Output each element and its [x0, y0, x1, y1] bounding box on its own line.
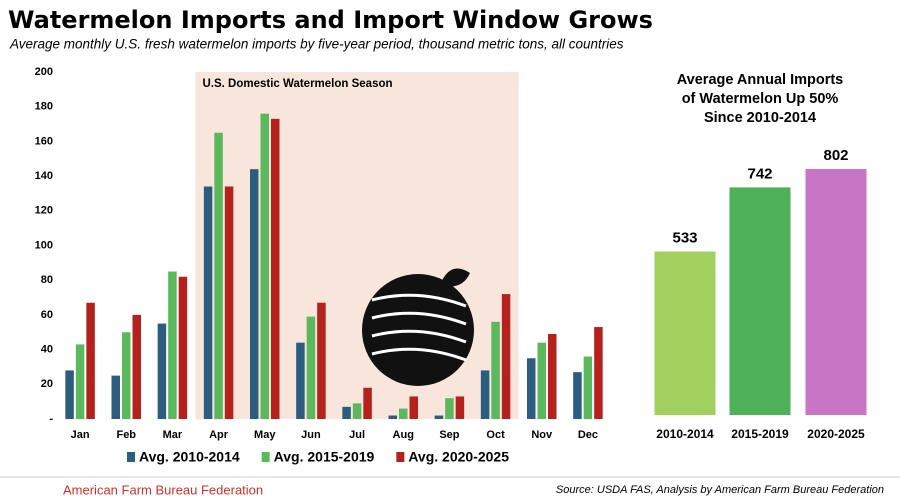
- legend-swatch: [127, 452, 135, 462]
- bar: [214, 132, 223, 419]
- icon-stripe: [371, 347, 467, 362]
- panel-title: of Watermelon Up 50%: [682, 91, 839, 107]
- bar: [132, 314, 141, 419]
- bar: [111, 375, 120, 419]
- y-tick-label: 80: [41, 274, 53, 286]
- legend-label: Avg. 2010-2014: [139, 449, 240, 465]
- y-tick-label: 40: [41, 344, 53, 356]
- x-tick-label: Sep: [439, 429, 459, 441]
- bar: [537, 342, 546, 419]
- bar: [480, 370, 490, 419]
- x-tick-label: 2010-2014: [656, 427, 714, 441]
- x-tick-label: Feb: [116, 429, 136, 441]
- bar: [548, 333, 557, 419]
- y-tick-label: -: [49, 413, 53, 425]
- bar: [168, 271, 177, 419]
- icon-leaf: [440, 268, 470, 287]
- x-tick-label: Dec: [578, 429, 598, 441]
- bar: [317, 302, 326, 419]
- bar: [729, 187, 791, 415]
- organization: American Farm Bureau Federation: [63, 482, 263, 497]
- bar: [805, 169, 867, 415]
- bar: [409, 396, 418, 419]
- bar: [573, 372, 582, 419]
- y-tick-label: 120: [35, 205, 53, 217]
- season-label: U.S. Domestic Watermelon Season: [203, 78, 393, 90]
- icon-stripe: [371, 293, 467, 308]
- bar: [65, 370, 74, 419]
- x-tick-label: 2015-2019: [731, 427, 789, 441]
- bar: [455, 396, 465, 419]
- x-tick-label: 2020-2025: [807, 427, 865, 441]
- bar: [178, 276, 188, 419]
- x-tick-label: Nov: [531, 429, 553, 441]
- bar: [352, 403, 362, 419]
- y-tick-label: 160: [35, 135, 53, 147]
- y-tick-label: 140: [35, 170, 53, 182]
- bar: [86, 302, 95, 419]
- bar: [203, 186, 213, 419]
- bar: [122, 332, 131, 419]
- y-tick-label: 20: [41, 378, 53, 390]
- bar: [342, 406, 351, 419]
- bar: [445, 398, 454, 419]
- x-tick-label: Aug: [393, 429, 414, 441]
- bar: [388, 415, 397, 419]
- bar: [583, 356, 593, 419]
- legend-swatch: [261, 452, 270, 462]
- season-shade: [195, 72, 519, 419]
- bar: [501, 294, 511, 419]
- bar: [260, 113, 269, 419]
- logo: FB: [21, 482, 38, 497]
- legend-label: Avg. 2020-2025: [408, 449, 509, 465]
- bar: [75, 344, 85, 419]
- value-label: 802: [823, 147, 848, 164]
- value-label: 533: [672, 229, 697, 246]
- x-tick-label: Apr: [209, 429, 229, 441]
- bar: [250, 169, 259, 419]
- bar: [594, 327, 603, 419]
- y-tick-label: 100: [35, 239, 53, 251]
- bar: [399, 408, 408, 419]
- watermelon-icon: [362, 268, 474, 386]
- y-tick-label: 60: [41, 309, 53, 321]
- icon-stripe: [371, 329, 467, 344]
- x-tick-label: Oct: [486, 429, 505, 441]
- legend-label: Avg. 2015-2019: [274, 449, 375, 465]
- x-tick-label: Jun: [301, 429, 321, 441]
- bar: [224, 186, 234, 419]
- y-tick-label: 180: [35, 101, 53, 113]
- y-tick-label: 200: [35, 66, 53, 78]
- subtitle: Average monthly U.S. fresh watermelon im…: [9, 37, 624, 52]
- panel-title: Since 2010-2014: [704, 110, 816, 126]
- bar: [296, 342, 305, 419]
- panel-title: Average Annual Imports: [677, 72, 844, 88]
- bar: [527, 358, 536, 419]
- title: Watermelon Imports and Import Window Gro…: [8, 6, 653, 34]
- bar: [306, 316, 316, 419]
- bar: [157, 323, 167, 419]
- svg-text:FB: FB: [21, 482, 38, 497]
- bar: [491, 321, 500, 419]
- x-tick-label: May: [254, 429, 276, 441]
- x-tick-label: Jan: [71, 429, 90, 441]
- x-tick-label: Mar: [163, 429, 183, 441]
- icon-stripe: [371, 311, 467, 326]
- value-label: 742: [747, 165, 772, 182]
- bar: [271, 118, 280, 419]
- x-tick-label: Jul: [349, 429, 365, 441]
- bar: [363, 387, 372, 419]
- bar: [654, 251, 716, 415]
- legend-swatch: [396, 452, 405, 462]
- source: Source: USDA FAS, Analysis by American F…: [556, 484, 884, 496]
- bar: [434, 415, 444, 419]
